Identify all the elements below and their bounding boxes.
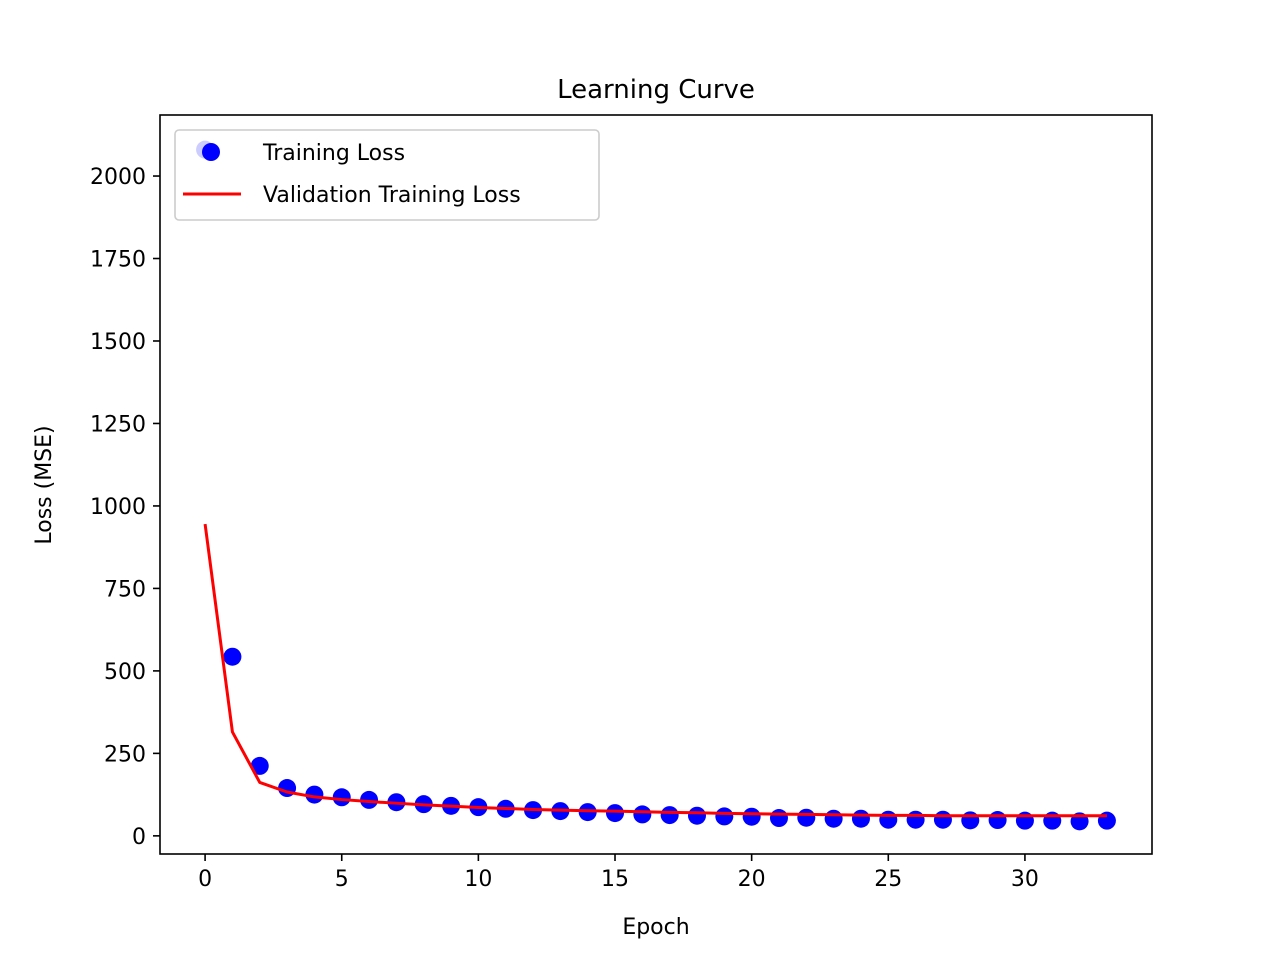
training-loss-point <box>851 809 870 828</box>
training-loss-point <box>223 647 242 666</box>
training-loss-point <box>797 808 816 827</box>
legend-label-validation-training-loss: Validation Training Loss <box>263 183 521 208</box>
x-tick-label: 20 <box>738 867 766 892</box>
x-tick-label: 15 <box>601 867 629 892</box>
y-tick-label: 1250 <box>90 412 146 437</box>
x-axis-title: Epoch <box>622 915 689 940</box>
training-loss-point <box>906 810 925 829</box>
x-tick-label: 10 <box>464 867 492 892</box>
training-loss-point <box>360 790 379 809</box>
plot-marks <box>196 140 1116 831</box>
training-loss-point <box>879 810 898 829</box>
legend-marker-training-loss <box>202 143 220 161</box>
y-axis-title: Loss (MSE) <box>32 425 57 544</box>
training-loss-point <box>305 785 324 804</box>
x-tick-label: 30 <box>1011 867 1039 892</box>
y-tick-label: 750 <box>104 577 146 602</box>
training-loss-point <box>769 809 788 828</box>
y-tick-label: 1000 <box>90 495 146 520</box>
training-loss-point <box>687 806 706 825</box>
training-loss-point <box>988 811 1007 830</box>
y-tick-label: 0 <box>132 825 146 850</box>
training-loss-point <box>660 806 679 825</box>
training-loss-point <box>715 807 734 826</box>
validation-training-loss-line <box>203 523 1107 818</box>
training-loss-point <box>633 805 652 824</box>
legend-box <box>174 129 600 221</box>
legend-label-training-loss: Training Loss <box>262 141 405 166</box>
y-tick-label: 250 <box>104 742 146 767</box>
training-loss-point <box>606 804 625 823</box>
training-loss-point <box>933 810 952 829</box>
y-tick-label: 2000 <box>90 165 146 190</box>
training-loss-point <box>332 788 351 807</box>
chart-title: Learning Curve <box>557 75 755 105</box>
training-loss-point <box>742 807 761 826</box>
y-tick-label: 1750 <box>90 248 146 273</box>
x-tick-label: 5 <box>335 867 349 892</box>
x-tick-label: 25 <box>874 867 902 892</box>
training-loss-point <box>250 756 269 775</box>
x-tick-label: 0 <box>198 867 212 892</box>
y-tick-label: 1500 <box>90 330 146 355</box>
training-loss-point <box>961 811 980 830</box>
training-loss-point <box>824 809 843 828</box>
plot-frame <box>159 114 1153 855</box>
y-tick-label: 500 <box>104 660 146 685</box>
axis-ticks: 0 5 10 15 20 25 30 0 250 500 750 1000 1250 1500 1750 20… <box>90 165 1039 892</box>
legend: Training Loss Validation Training Loss <box>174 129 600 221</box>
